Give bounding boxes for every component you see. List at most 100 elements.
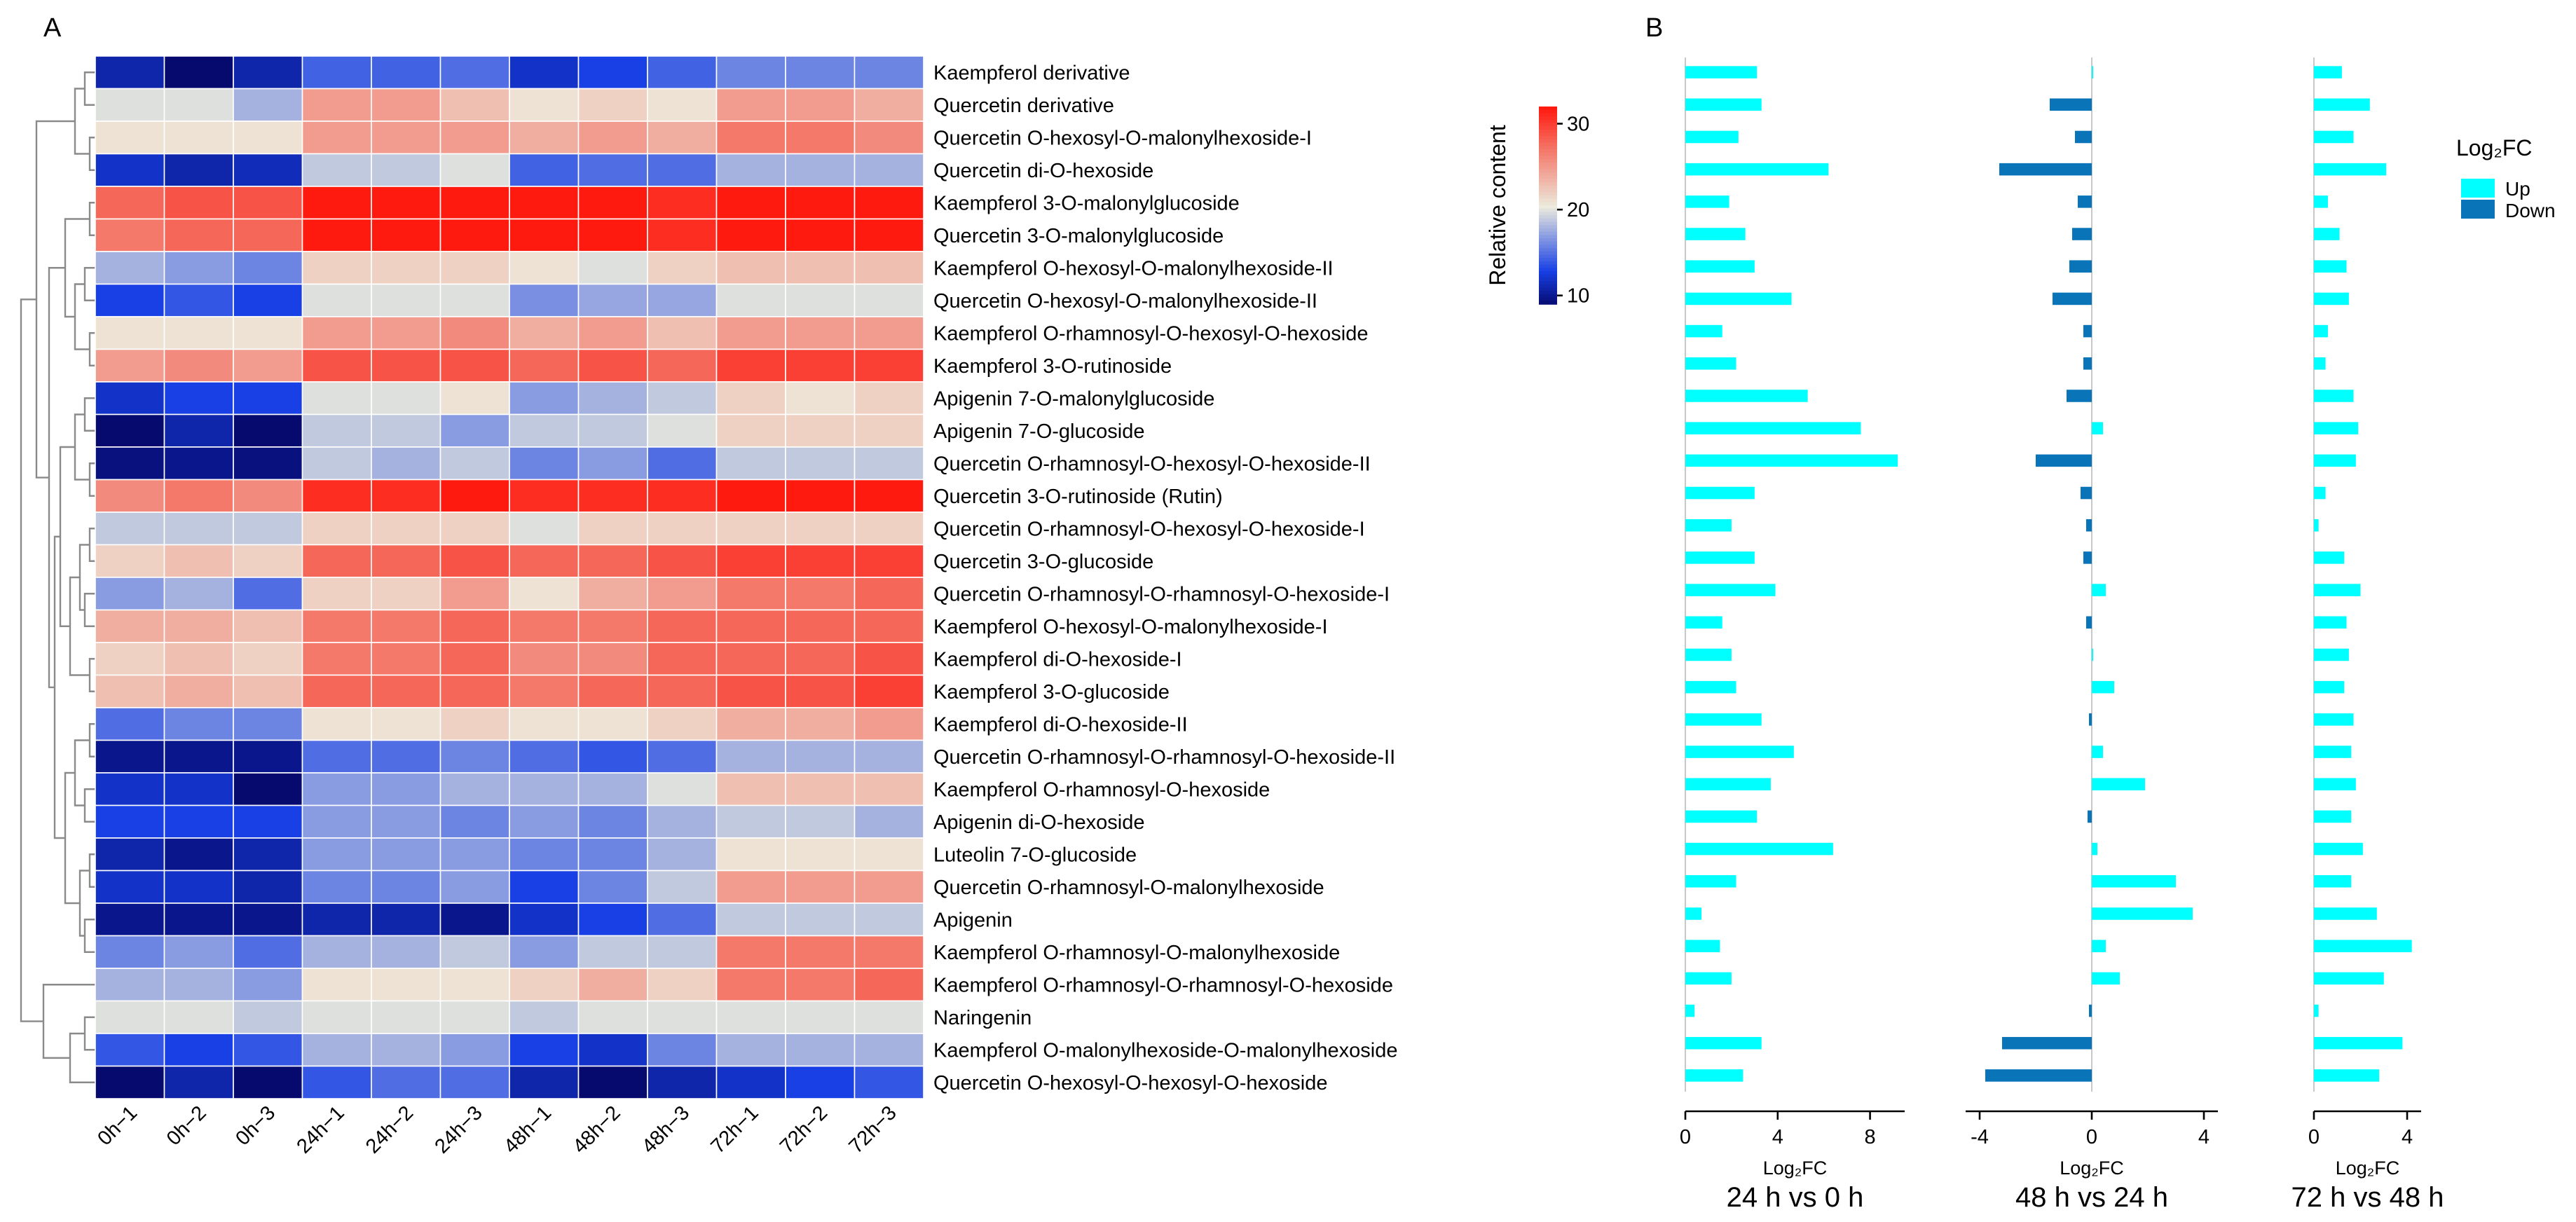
heatmap-cell xyxy=(371,739,441,774)
heatmap-cell xyxy=(577,55,648,90)
heatmap-cell xyxy=(647,88,718,122)
column-label: 72h−3 xyxy=(844,1101,900,1158)
colorbar-step xyxy=(1539,152,1557,157)
row-label: Kaempferol 3-O-glucoside xyxy=(933,681,1170,703)
x-axis-label: Log₂FC xyxy=(1763,1158,1828,1179)
heatmap-cell xyxy=(371,512,441,546)
heatmap-cell xyxy=(163,55,234,90)
bar-down xyxy=(2036,454,2092,467)
heatmap-cell xyxy=(439,283,510,317)
heatmap-cell xyxy=(647,1000,718,1034)
heatmap-cell xyxy=(785,968,856,1002)
colorbar-step xyxy=(1539,132,1557,137)
heatmap-cell xyxy=(509,153,580,187)
heatmap-cell xyxy=(785,381,856,416)
heatmap-cell xyxy=(163,153,234,187)
bar-up xyxy=(2092,972,2120,985)
dendrogram-branch xyxy=(88,202,95,236)
heatmap-cell xyxy=(439,544,510,578)
heatmap-cell xyxy=(647,804,718,839)
heatmap-cell xyxy=(301,88,372,122)
heatmap-cell xyxy=(577,609,648,643)
heatmap-cell xyxy=(371,413,441,448)
heatmap-cell xyxy=(163,772,234,806)
colorbar-step xyxy=(1539,258,1557,262)
heatmap-cell xyxy=(233,153,303,187)
heatmap-cell xyxy=(577,283,648,317)
heatmap-cell xyxy=(233,186,303,220)
bar-up xyxy=(2092,746,2103,758)
heatmap-cell xyxy=(785,413,856,448)
heatmap-cell xyxy=(509,479,580,513)
x-tick-label: 0 xyxy=(2086,1126,2097,1148)
heatmap-cell xyxy=(785,251,856,285)
bar-up xyxy=(2314,292,2349,306)
dendrogram-branch xyxy=(88,528,95,562)
heatmap-cell xyxy=(371,316,441,350)
heatmap-cell xyxy=(439,739,510,774)
heatmap-cell xyxy=(854,1033,924,1067)
heatmap-cell xyxy=(715,902,786,937)
heatmap-cell xyxy=(233,381,303,416)
heatmap-cell xyxy=(715,1000,786,1034)
heatmap-cell xyxy=(854,218,924,252)
heatmap-cell xyxy=(163,121,234,155)
bar-up xyxy=(1685,1069,1743,1082)
colorbar-step xyxy=(1539,284,1557,289)
heatmap-cell xyxy=(301,935,372,969)
heatmap-cell xyxy=(371,642,441,676)
heatmap-cell xyxy=(371,251,441,285)
colorbar-step xyxy=(1539,271,1557,275)
heatmap-cell xyxy=(509,544,580,578)
heatmap-cell xyxy=(439,577,510,611)
heatmap-cell xyxy=(715,935,786,969)
heatmap-cell xyxy=(647,316,718,350)
bar-up xyxy=(1685,551,1755,564)
bar-up xyxy=(1685,972,1732,985)
heatmap-cell xyxy=(371,968,441,1002)
heatmap-cell xyxy=(371,1000,441,1034)
legend-swatch-down xyxy=(2461,200,2495,219)
heatmap-cell xyxy=(233,1000,303,1034)
bar-up xyxy=(2314,486,2326,500)
heatmap-cell xyxy=(577,1065,648,1099)
heatmap-cell xyxy=(785,804,856,839)
colorbar-step xyxy=(1539,231,1557,236)
colorbar-step xyxy=(1539,261,1557,266)
colorbar-step xyxy=(1539,221,1557,226)
heatmap-cell xyxy=(577,968,648,1002)
bar-up xyxy=(1685,130,1739,144)
dendrogram-branch xyxy=(69,1032,95,1083)
row-label: Kaempferol 3-O-rutinoside xyxy=(933,355,1172,378)
bar-up xyxy=(2314,422,2359,434)
heatmap-cell xyxy=(854,446,924,481)
heatmap-cell xyxy=(439,935,510,969)
bar-up xyxy=(1685,228,1746,240)
heatmap-cell xyxy=(95,186,165,220)
heatmap-cell xyxy=(301,348,372,383)
bar-down xyxy=(2053,292,2092,306)
heatmap-cell xyxy=(95,512,165,546)
colorbar-step xyxy=(1539,136,1557,140)
bar-down xyxy=(2072,228,2092,240)
heatmap-cell xyxy=(785,88,856,122)
heatmap-cell xyxy=(509,218,580,252)
heatmap-cell xyxy=(509,348,580,383)
heatmap-cell xyxy=(439,1065,510,1099)
heatmap-cell xyxy=(233,446,303,481)
row-label: Quercetin 3-O-glucoside xyxy=(933,551,1153,573)
row-label: Kaempferol O-rhamnosyl-O-hexosyl-O-hexos… xyxy=(933,322,1369,345)
heatmap-cell xyxy=(509,772,580,806)
heatmap-cell xyxy=(509,804,580,839)
heatmap-cell xyxy=(233,251,303,285)
heatmap-cell xyxy=(371,772,441,806)
x-tick-label: 8 xyxy=(1865,1126,1876,1148)
row-label: Kaempferol O-rhamnosyl-O-hexoside xyxy=(933,778,1270,801)
x-tick-label: -4 xyxy=(1971,1126,1989,1148)
heatmap-cell xyxy=(854,512,924,546)
heatmap-cell xyxy=(439,55,510,90)
heatmap-cell xyxy=(301,674,372,708)
heatmap-cell xyxy=(715,348,786,383)
heatmap-cell xyxy=(647,1065,718,1099)
